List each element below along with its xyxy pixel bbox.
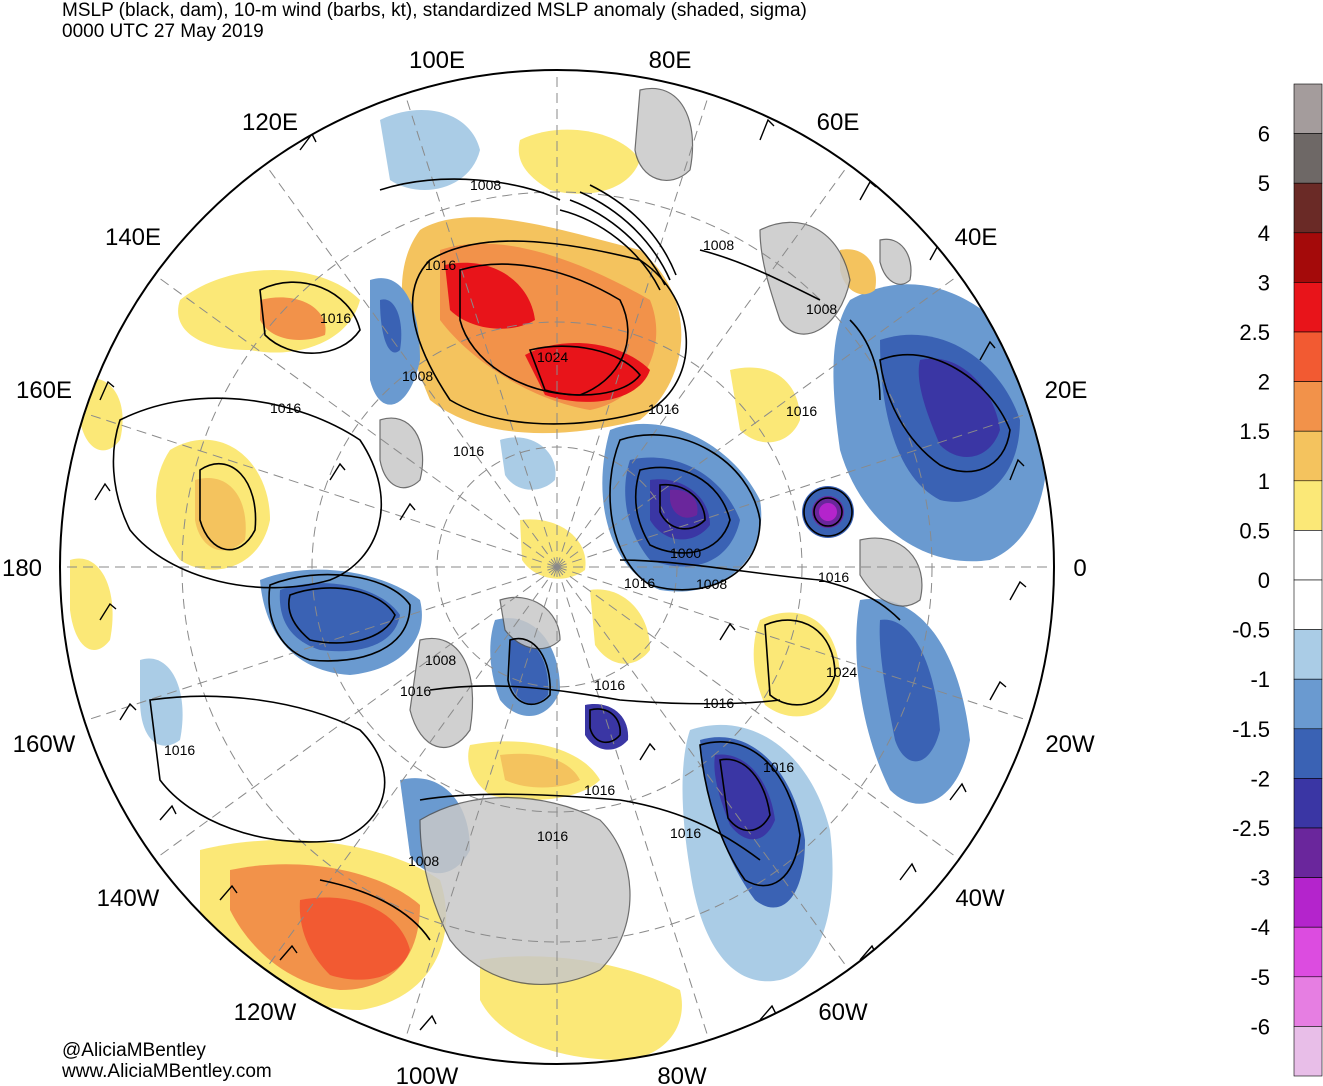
lon-label-140w: 140W [97,885,160,912]
colorbar-tick-label: 6 [1258,122,1270,147]
map-title: MSLP (black, dam), 10-m wind (barbs, kt)… [62,0,807,21]
colorbar-swatch [1293,579,1323,630]
colorbar-swatch [1293,530,1323,581]
colorbar-tick-label: 2 [1258,370,1270,395]
colorbar-tick-label: -1.5 [1232,717,1270,742]
colorbar-tick-label: 0 [1258,568,1270,593]
isobars [112,178,1011,941]
lon-label-80w: 80W [657,1063,707,1086]
colorbar-swatch [1293,480,1323,531]
lon-label-100w: 100W [396,1063,459,1086]
colorbar-tick-label: -1 [1250,667,1270,692]
isobar-label: 1024 [537,349,568,365]
lon-label-40w: 40W [955,885,1005,912]
lon-label-60e: 60E [817,109,860,136]
isobar-label: 1016 [584,782,615,798]
lon-label-80e: 80E [649,47,692,74]
isobar-label: 1008 [408,853,439,869]
isobar-label: 1016 [703,695,734,711]
isobar-labels: 1008 1016 1016 1024 1016 1008 1008 1008 … [164,177,857,869]
colorbar-swatch [1293,629,1323,680]
isobar-label: 1016 [537,828,568,844]
isobar-label: 1016 [320,310,351,326]
colorbar-swatch [1293,133,1323,184]
colorbar-swatches [1293,83,1323,1077]
colorbar-swatch [1293,678,1323,730]
lon-label-0: 0 [1073,555,1086,582]
colorbar-tick-label: 4 [1258,221,1270,246]
colorbar-tick-label: -3 [1250,866,1270,891]
colorbar-swatch [1293,430,1323,482]
credit-website: www.AliciaMBentley.com [62,1061,272,1082]
colorbar-tick-label: -2 [1250,766,1270,791]
colorbar-swatch [1293,232,1323,283]
isobar-label: 1016 [594,677,625,693]
isobar-label: 1008 [425,652,456,668]
colorbar-swatch [1293,331,1323,382]
isobar-label: 1016 [786,403,817,419]
credit-handle: @AliciaMBentley [62,1040,206,1061]
map-disk [60,70,1054,1064]
colorbar-tick-label: 0.5 [1239,518,1270,543]
colorbar-tick-label: -6 [1250,1014,1270,1039]
colorbar-tick-label: 1 [1258,469,1270,494]
isobar-label: 1016 [270,400,301,416]
isobar-label: 1000 [670,545,701,561]
lon-label-60w: 60W [818,999,868,1026]
land-masks [379,87,923,985]
isobar-label: 1016 [624,575,655,591]
colorbar-swatch [1293,877,1323,928]
isobar-label: 1016 [818,569,849,585]
lon-label-140e: 140E [105,224,161,251]
isobar-label: 1008 [402,368,433,384]
lon-label-180: 180 [2,555,42,582]
colorbar-swatch [1293,728,1323,779]
colorbar-swatch [1293,282,1323,333]
lon-label-160w: 160W [13,731,76,758]
lon-label-160e: 160E [16,377,72,404]
colorbar-tick-label: -5 [1250,965,1270,990]
lon-label-120e: 120E [242,109,298,136]
colorbar-swatch [1293,976,1323,1027]
valid-time: 0000 UTC 27 May 2019 [62,21,264,42]
lon-label-120w: 120W [234,999,297,1026]
lon-label-20e: 20E [1045,377,1088,404]
colorbar-swatch [1293,381,1323,432]
colorbar-swatch [1293,827,1323,878]
map-border [59,69,1055,1065]
isobar-label: 1008 [470,177,501,193]
isobar-label: 1016 [670,825,701,841]
colorbar-tick-label: 5 [1258,171,1270,196]
isobar-label: 1016 [164,742,195,758]
isobar-label: 1024 [826,664,857,680]
isobar-label: 1016 [763,759,794,775]
colorbar-tick-label: 1.5 [1239,419,1270,444]
isobar-label: 1016 [648,401,679,417]
colorbar-tick-label: 3 [1258,270,1270,295]
colorbar-swatch [1293,83,1323,134]
colorbar-swatch [1293,182,1323,234]
isobar-label: 1016 [400,683,431,699]
colorbar-swatch [1293,778,1323,829]
colorbar-swatch [1293,926,1323,978]
isobar-label: 1008 [696,576,727,592]
lon-label-20w: 20W [1045,731,1095,758]
isobar-label: 1016 [453,443,484,459]
colorbar-labels: 6 5 4 3 2.5 2 1.5 1 0.5 0 -0.5 -1 -1.5 -2 -2.5 -3 -4 -5 -6 [1232,122,1270,1040]
graticule [60,70,1054,1064]
colorbar-tick-label: -0.5 [1232,618,1270,643]
lon-label-100e: 100E [409,47,465,74]
isobar-label: 1008 [806,301,837,317]
lon-label-40e: 40E [955,224,998,251]
colorbar-tick-label: -2.5 [1232,816,1270,841]
colorbar-tick-label: 2.5 [1239,320,1270,345]
colorbar-swatch [1293,1026,1323,1077]
isobar-label: 1016 [425,257,456,273]
longitude-labels: 100E 80E 120E 60E 140E 40E 160E 20E 180 … [2,47,1095,1086]
isobar-label: 1008 [703,237,734,253]
colorbar-tick-label: -4 [1250,915,1270,940]
